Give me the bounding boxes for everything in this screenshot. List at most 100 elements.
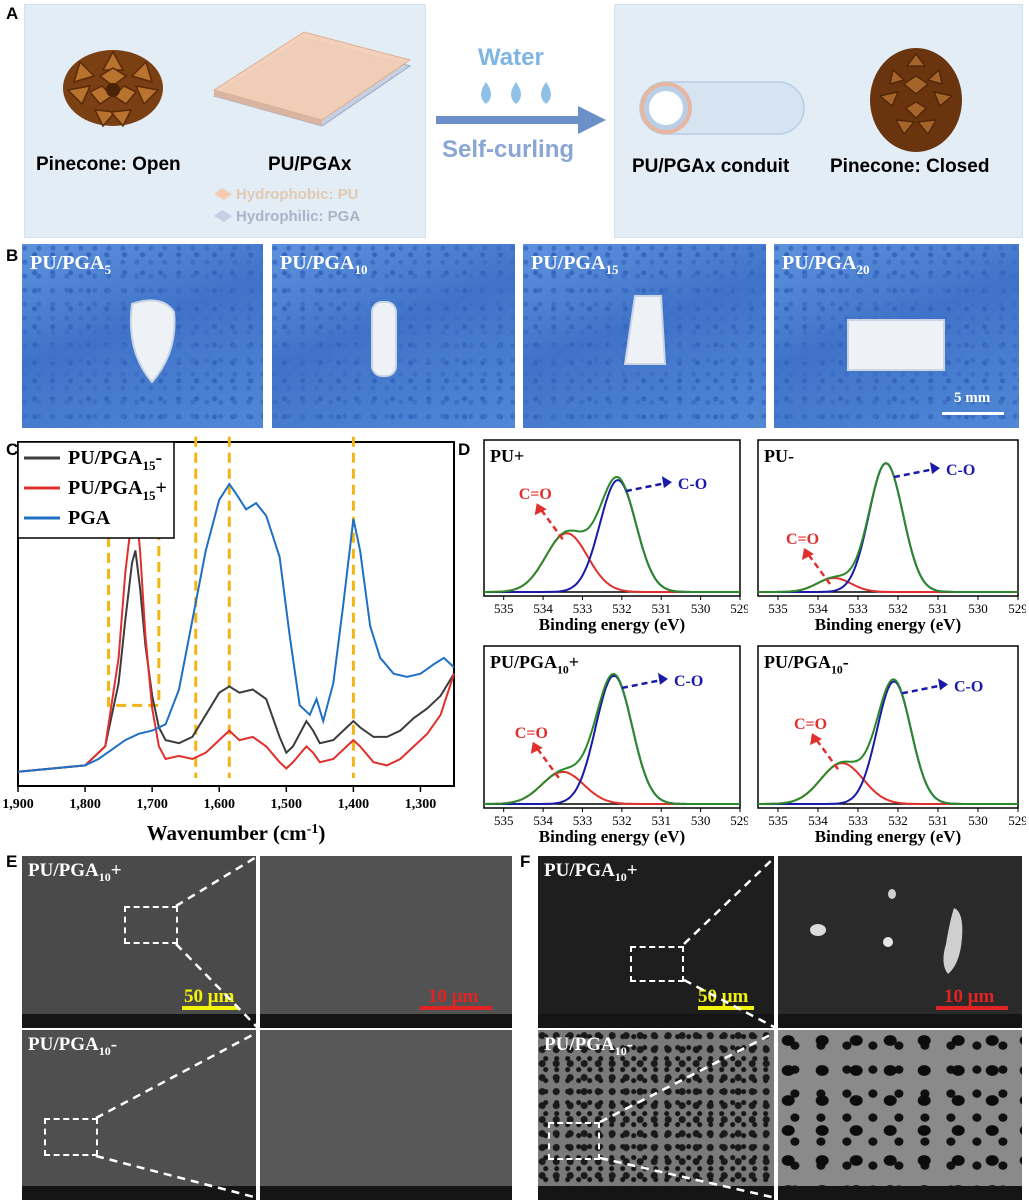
zoom-lines-f — [599, 855, 777, 1200]
x-tick-label: 531 — [651, 601, 671, 616]
c-o-arrow — [901, 684, 943, 695]
xps-title: PU/PGA10- — [764, 652, 849, 676]
sem-info-bar — [22, 1186, 256, 1200]
xps-chart-pu-pga10-plus: C-O C=O PU/PGA10+ 535 534 533 532 531 530 529 Bind… — [483, 645, 748, 846]
x-tick-label: 534 — [808, 601, 828, 616]
zoom-lines-e — [95, 854, 259, 1200]
c-o-arrowhead — [938, 678, 948, 691]
x-tick-label: 530 — [691, 813, 711, 828]
plot-frame — [757, 439, 1019, 597]
zoom-region — [548, 1122, 600, 1160]
x-tick-label: 534 — [808, 813, 828, 828]
x-tick-label: 534 — [533, 813, 553, 828]
component-peak — [758, 680, 1018, 805]
x-tick-label: 1,600 — [203, 797, 235, 812]
series-line — [17, 550, 455, 773]
scale-bar — [420, 1006, 492, 1010]
x-tick-label: 1,800 — [69, 797, 101, 812]
panel-label-e: E — [6, 852, 18, 871]
x-tick-label: 1,900 — [2, 797, 34, 812]
scale-bar-label: 10 μm — [944, 986, 995, 1007]
scale-bar — [942, 412, 1004, 415]
component-peak — [484, 532, 740, 593]
sem-label: PU/PGA10+ — [544, 860, 638, 884]
x-axis-label: Binding energy (eV) — [815, 615, 961, 634]
sem-label: PU/PGA10- — [544, 1034, 634, 1058]
x-tick-label: 1,500 — [271, 797, 303, 812]
scale-bar — [698, 1006, 754, 1010]
water-drops-icon — [481, 82, 551, 104]
series-line — [17, 502, 455, 773]
legend-label: PU/PGA15+ — [68, 477, 167, 503]
c-o-label: C-O — [954, 678, 983, 695]
c-double-o-arrow — [535, 747, 560, 779]
c-double-o-label: C=O — [519, 486, 552, 503]
legend-label: PGA — [68, 507, 111, 529]
panel-label-c: C — [6, 440, 19, 459]
plot-frame — [483, 645, 741, 809]
c-o-arrow — [893, 467, 935, 479]
material-label: PU/PGAx — [268, 154, 352, 175]
xps-title: PU- — [764, 446, 794, 466]
pinecone-open-icon — [63, 50, 163, 128]
sem-info-bar — [538, 1186, 774, 1200]
c-double-o-arrow — [539, 508, 564, 540]
component-peak — [758, 762, 1018, 805]
x-tick-label: 533 — [573, 601, 593, 616]
c-double-o-arrow — [814, 738, 840, 770]
photo-label: PU/PGA5 — [30, 252, 111, 277]
photo-pu-pga-10: PU/PGA10 — [272, 244, 515, 428]
sem-info-bar — [778, 1186, 1022, 1200]
panel-a-illustration — [63, 31, 962, 222]
plot-frame — [17, 441, 455, 787]
x-tick-label: 534 — [533, 601, 553, 616]
c-o-arrowhead — [661, 476, 672, 489]
envelope-line — [484, 672, 740, 805]
water-label: Water — [478, 44, 544, 71]
photo-label: PU/PGA10 — [280, 252, 368, 277]
sem-info-bar — [260, 1186, 512, 1200]
scale-bar-label: 5 mm — [954, 390, 991, 406]
x-tick-label: 531 — [928, 813, 948, 828]
xps-title: PU/PGA10+ — [490, 652, 579, 676]
x-tick-label: 533 — [573, 813, 593, 828]
pinecone-closed-label: Pinecone: Closed — [830, 156, 990, 177]
sem-info-bar — [778, 1014, 1022, 1028]
ftir-chart: 1,900 1,800 1,700 1,600 1,500 1,400 1,300 Waven… — [2, 436, 455, 845]
x-tick-label: 535 — [494, 601, 514, 616]
plot-frame — [757, 645, 1019, 809]
x-tick-label: 1,300 — [405, 797, 437, 812]
sem-e-top-high: 10 μm — [260, 856, 512, 1028]
envelope-line — [484, 475, 740, 593]
c-o-arrowhead — [657, 672, 668, 685]
x-tick-label: 530 — [968, 813, 988, 828]
c-o-arrow — [621, 678, 663, 690]
xps-title: PU+ — [490, 446, 524, 466]
x-tick-label: 530 — [691, 601, 711, 616]
x-tick-label: 529 — [1008, 601, 1026, 616]
sem-e-bottom-low: PU/PGA10- — [22, 1030, 256, 1200]
pu-legend-swatch — [214, 188, 232, 200]
photo-label: PU/PGA15 — [531, 252, 619, 277]
legend-pga-label: Hydrophilic: PGA — [236, 208, 361, 225]
scale-bar-label: 50 μm — [698, 986, 749, 1007]
x-axis-label: Binding energy (eV) — [539, 615, 685, 634]
c-double-o-arrowhead — [530, 741, 543, 754]
sem-label: PU/PGA10- — [28, 1034, 118, 1058]
conduit-icon — [639, 81, 805, 135]
scale-bar-label: 50 μm — [184, 986, 235, 1007]
scale-bar — [936, 1006, 1008, 1010]
scale-bar — [182, 1006, 238, 1010]
photo-pu-pga-15: PU/PGA15 — [523, 244, 766, 428]
panel-label-d: D — [458, 440, 471, 459]
x-axis-label: Binding energy (eV) — [815, 827, 961, 846]
x-axis-label: Wavenumber (cm-1) — [147, 821, 326, 845]
sem-info-bar — [538, 1014, 774, 1028]
xps-chart-pu-pga10-minus: C-O C=O PU/PGA10- 535 534 533 532 531 530 529 Bind… — [757, 645, 1026, 846]
sem-info-bar — [22, 1014, 256, 1028]
x-tick-label: 529 — [730, 813, 748, 828]
envelope-line — [758, 462, 1018, 593]
panel-label-a: A — [6, 4, 19, 23]
sem-f-top-high: 10 μm — [778, 856, 1022, 1028]
x-axis-label: Binding energy (eV) — [539, 827, 685, 846]
